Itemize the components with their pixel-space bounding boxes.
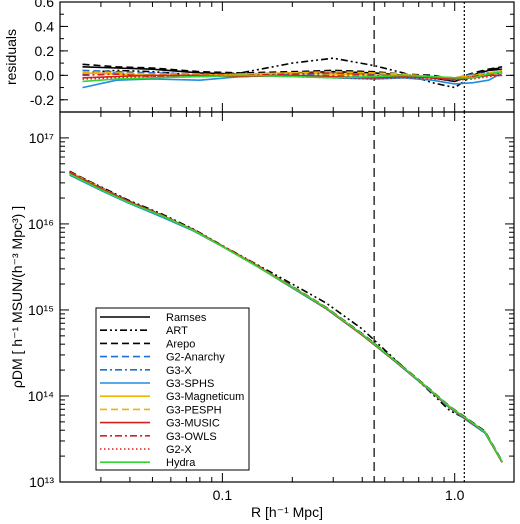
residuals-y-tick-label: 0.4 xyxy=(35,18,55,34)
residuals-y-tick-label: 0.6 xyxy=(35,0,55,10)
legend-label-g2-x: G2-X xyxy=(166,444,192,456)
density-y-tick-label: 10¹⁷ xyxy=(29,130,54,146)
residuals-ticks: -0.2 0.0 0.2 0.4 0.6 xyxy=(30,0,514,113)
density-y-axis-label: ρDM [ h⁻¹ MSUN/(h⁻³ Mpc³) ] xyxy=(9,206,25,388)
density-line-hydra xyxy=(69,173,503,463)
legend-label-ramses: Ramses xyxy=(166,312,207,324)
residuals-reference-lines xyxy=(373,2,465,112)
legend-label-arepo: Arepo xyxy=(166,338,195,350)
residuals-frame xyxy=(59,1,515,113)
legend-label-g3-x: G3-X xyxy=(166,365,192,377)
density-ticks: 0.1 1.0 10¹³ 10¹⁴ 10¹⁵ 10¹⁶ 10¹⁷ xyxy=(28,111,514,503)
legend-label-g3-owls: G3-OWLS xyxy=(166,431,217,443)
legend-label-art: ART xyxy=(166,325,188,337)
density-x-tick-label: 0.1 xyxy=(213,487,233,503)
density-y-tick-label: 10¹³ xyxy=(29,474,54,490)
residuals-line-g2-anarchy xyxy=(82,69,503,79)
residuals-line-g3-pesph xyxy=(82,69,503,80)
density-x-axis-label: R [h⁻¹ Mpc] xyxy=(251,504,323,520)
density-y-tick-label: 10¹⁴ xyxy=(28,388,54,404)
legend-label-g3-music: G3-MUSIC xyxy=(166,418,220,430)
residuals-panel: -0.2 0.0 0.2 0.4 0.6 residuals xyxy=(3,0,515,113)
legend-box xyxy=(95,307,250,471)
residuals-line-g3-owls xyxy=(82,72,503,80)
legend-label-g3-magneticum: G3-Magneticum xyxy=(166,391,244,403)
density-reference-lines xyxy=(373,112,465,482)
residuals-series xyxy=(82,57,503,89)
density-profile-panel: 0.1 1.0 10¹³ 10¹⁴ 10¹⁵ 10¹⁶ 10¹⁷ ρDM [ h⁻¹ MSU… xyxy=(9,111,515,520)
residuals-line-g3-sphs xyxy=(82,72,503,89)
legend-label-g2-anarchy: G2-Anarchy xyxy=(166,352,225,364)
residuals-y-tick-label: 0.0 xyxy=(35,67,55,83)
legend-label-g3-pesph: G3-PESPH xyxy=(166,404,222,416)
density-y-tick-label: 10¹⁵ xyxy=(28,302,54,318)
legend-label-g3-sphs: G3-SPHS xyxy=(166,378,214,390)
legend-label-hydra: Hydra xyxy=(166,457,196,469)
residuals-y-tick-label: 0.2 xyxy=(35,43,55,59)
density-x-tick-label: 1.0 xyxy=(445,487,465,503)
density-y-tick-label: 10¹⁶ xyxy=(28,216,54,232)
residuals-y-tick-label: -0.2 xyxy=(30,92,54,108)
residuals-line-hydra xyxy=(82,70,503,83)
density-series xyxy=(69,170,503,463)
density-frame xyxy=(59,111,515,483)
residuals-axis-label: residuals xyxy=(3,29,19,85)
